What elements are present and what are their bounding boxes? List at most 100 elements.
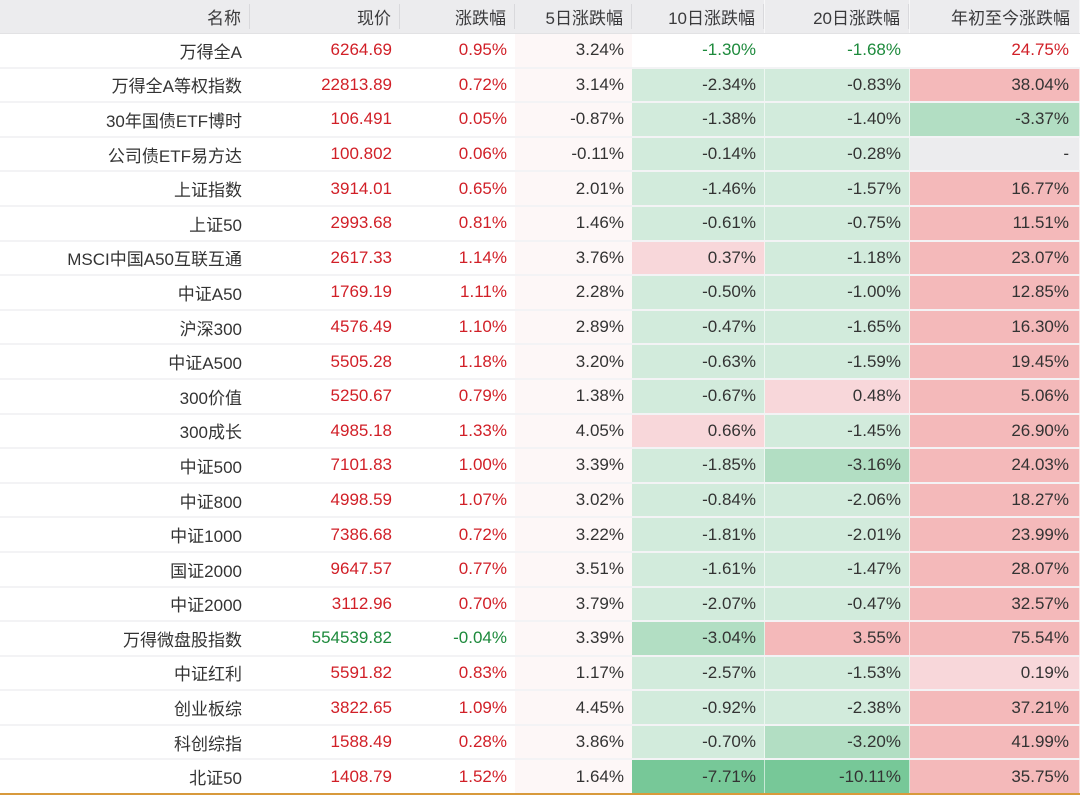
table-row[interactable]: 万得微盘股指数 554539.82 -0.04% 3.39% -3.04% 3.… [0,622,1080,657]
index-ytd-change: 32.57% [910,587,1080,621]
table-row[interactable]: 中证红利 5591.82 0.83% 1.17% -2.57% -1.53% 0… [0,656,1080,692]
index-10d-change: -0.67% [632,379,765,413]
index-20d-change: -2.38% [765,691,910,724]
index-price: 1408.79 [330,766,392,786]
table-row[interactable]: 中证500 7101.83 1.00% 3.39% -1.85% -3.16% … [0,449,1080,484]
table-row[interactable]: 上证指数 3914.01 0.65% 2.01% -1.46% -1.57% 1… [0,172,1080,207]
index-ytd-change: 16.30% [910,310,1080,344]
table-row[interactable]: 创业板综 3822.65 1.09% 4.45% -0.92% -2.38% 3… [0,691,1080,726]
table-row[interactable]: 万得全A 6264.69 0.95% 3.24% -1.30% -1.68% 2… [0,34,1080,69]
index-5d-change: 2.89% [515,310,632,344]
index-change: 1.09% [458,697,507,717]
index-20d-change: -1.53% [765,656,910,690]
index-20d-change: -1.00% [765,276,910,309]
header-5d-change[interactable]: 5日涨跌幅 [515,0,632,33]
table-row[interactable]: 科创综指 1588.49 0.28% 3.86% -0.70% -3.20% 4… [0,725,1080,761]
index-price: 9647.57 [330,559,392,579]
index-price: 1769.19 [330,282,392,302]
table-row[interactable]: 30年国债ETF博时 106.491 0.05% -0.87% -1.38% -… [0,103,1080,138]
header-name[interactable]: 名称 [0,0,250,33]
index-change: 0.81% [458,213,507,233]
index-5d-change: 3.22% [515,518,632,551]
table-row[interactable]: 公司债ETF易方达 100.802 0.06% -0.11% -0.14% -0… [0,137,1080,173]
index-ytd-change: 12.85% [910,276,1080,309]
index-name: 上证50 [189,215,242,235]
index-price: 2617.33 [330,247,392,267]
table-row[interactable]: 万得全A等权指数 22813.89 0.72% 3.14% -2.34% -0.… [0,68,1080,104]
index-ytd-change: 37.21% [910,691,1080,724]
table-row[interactable]: 中证A50 1769.19 1.11% 2.28% -0.50% -1.00% … [0,276,1080,311]
index-name: 科创综指 [174,734,242,754]
index-name: 国证2000 [170,561,242,581]
table-row[interactable]: 国证2000 9647.57 0.77% 3.51% -1.61% -1.47%… [0,552,1080,588]
index-10d-change: -2.57% [632,656,765,690]
index-5d-change: 3.76% [515,241,632,275]
table-row[interactable]: 沪深300 4576.49 1.10% 2.89% -0.47% -1.65% … [0,310,1080,346]
table-row[interactable]: 中证800 4998.59 1.07% 3.02% -0.84% -2.06% … [0,483,1080,519]
index-price: 3914.01 [330,178,392,198]
header-ytd-change[interactable]: 年初至今涨跌幅 [910,0,1080,33]
header-20d-change[interactable]: 20日涨跌幅 [765,0,910,33]
index-change: 0.79% [458,386,507,406]
index-name: 公司债ETF易方达 [107,146,242,166]
index-change: 1.11% [460,282,507,302]
index-change: 1.00% [458,455,507,475]
index-ytd-change: 19.45% [910,345,1080,378]
index-5d-change: 3.39% [515,622,632,655]
index-ytd-change: -3.37% [910,103,1080,136]
index-ytd-change: 16.77% [910,172,1080,205]
table-row[interactable]: MSCI中国A50互联互通 2617.33 1.14% 3.76% 0.37% … [0,241,1080,277]
index-10d-change: -0.63% [632,345,765,378]
index-name: 北证50 [189,769,242,789]
index-ytd-change: 24.03% [910,449,1080,482]
index-10d-change: -1.38% [632,103,765,136]
index-10d-change: -0.70% [632,725,765,759]
index-price: 7101.83 [330,455,392,475]
table-row[interactable]: 300价值 5250.67 0.79% 1.38% -0.67% 0.48% 5… [0,379,1080,415]
index-price: 4576.49 [330,317,392,337]
index-20d-change: -1.59% [765,345,910,378]
index-change: 0.72% [458,524,507,544]
index-name: 中证500 [179,457,242,477]
index-price: 106.491 [330,109,392,129]
index-10d-change: -2.07% [632,587,765,621]
index-change: 0.72% [458,74,507,94]
index-ytd-change: 24.75% [910,34,1080,67]
index-5d-change: 3.20% [515,345,632,378]
index-name: 中证1000 [170,527,242,547]
index-10d-change: -3.04% [632,622,765,655]
index-ytd-change: 28.07% [910,552,1080,586]
index-20d-change: -3.16% [765,449,910,482]
table-row[interactable]: 上证50 2993.68 0.81% 1.46% -0.61% -0.75% 1… [0,206,1080,242]
table-row[interactable]: 300成长 4985.18 1.33% 4.05% 0.66% -1.45% 2… [0,414,1080,450]
index-price: 6264.69 [330,40,392,60]
index-change: 1.10% [458,317,507,337]
index-change: 0.06% [458,144,507,164]
table-row[interactable]: 中证A500 5505.28 1.18% 3.20% -0.63% -1.59%… [0,345,1080,380]
index-20d-change: -1.57% [765,172,910,205]
index-name: 万得全A等权指数 [111,77,242,97]
table-row[interactable]: 中证2000 3112.96 0.70% 3.79% -2.07% -0.47%… [0,587,1080,623]
index-20d-change: 0.48% [765,379,910,413]
index-change: 1.07% [458,490,507,510]
index-name: 300成长 [179,423,242,443]
header-price[interactable]: 现价 [250,0,400,33]
index-name: 中证红利 [174,665,242,685]
index-5d-change: 2.28% [515,276,632,309]
index-name: 中证2000 [170,596,242,616]
table-row[interactable]: 中证1000 7386.68 0.72% 3.22% -1.81% -2.01%… [0,518,1080,553]
index-10d-change: -1.85% [632,449,765,482]
table-row[interactable]: 北证50 1408.79 1.52% 1.64% -7.71% -10.11% … [0,760,1080,796]
header-change[interactable]: 涨跌幅 [400,0,515,33]
index-ytd-change: 23.07% [910,241,1080,275]
index-5d-change: 3.79% [515,587,632,621]
header-10d-change[interactable]: 10日涨跌幅 [632,0,765,33]
index-10d-change: -1.30% [632,34,765,67]
index-price: 5505.28 [330,351,392,371]
index-price: 2993.68 [330,213,392,233]
index-change: 1.33% [458,420,507,440]
index-price: 3112.96 [331,593,392,613]
index-name: 创业板综 [174,700,242,720]
table-body: 万得全A 6264.69 0.95% 3.24% -1.30% -1.68% 2… [0,34,1080,796]
